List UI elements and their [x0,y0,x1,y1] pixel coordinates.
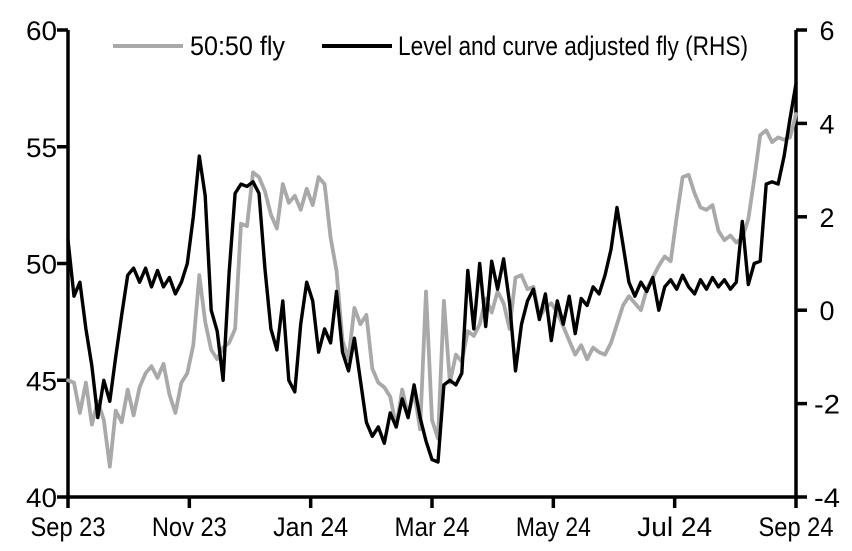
y-right-tick-label: 0 [820,296,835,326]
series-line-black [66,81,798,464]
tick-marks [57,28,807,508]
series-line-gray [66,112,798,469]
y-right-tick-label: 4 [820,109,835,139]
x-tick-label: Jan 24 [273,512,348,542]
x-tick-label: May 24 [516,512,591,542]
x-tick-label: Nov 23 [152,512,227,542]
y-right-tick-label: -4 [814,483,840,513]
x-tick-label: Mar 24 [395,512,470,542]
series-lines [66,81,798,469]
axes [66,30,798,499]
y-left-tick-label: 55 [26,133,57,163]
y-right-tick-label: 2 [820,203,835,233]
y-left-tick-label: 60 [26,16,57,46]
legend-label: 50:50 fly [190,31,285,61]
x-tick-label: Sep 24 [759,512,834,542]
y-right-tick-label: -2 [814,390,840,420]
x-tick-label: Jul 24 [637,512,712,542]
y-left-tick-label: 40 [26,483,57,513]
y-left-tick-label: 50 [26,250,57,280]
tick-labels: 40 45 50 55 60 -4 -2 0 2 4 6 Sep 23 Nov 23 Jan 24 Mar … [26,16,840,542]
x-tick-label: Sep 23 [31,512,106,542]
y-right-tick-label: 6 [820,16,835,46]
legend-label: Level and curve adjusted fly (RHS) [398,31,748,61]
chart-legend: 50:50 fly Level and curve adjusted fly (R… [113,31,748,61]
y-left-tick-label: 45 [26,366,57,396]
